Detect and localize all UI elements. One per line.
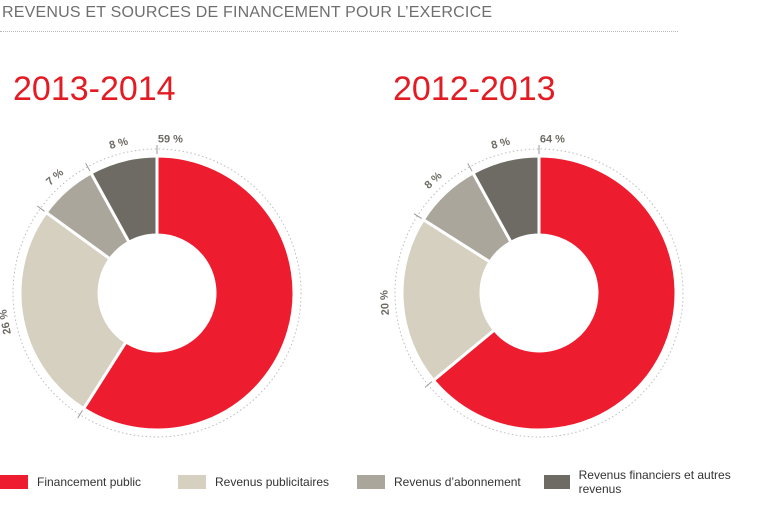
data-label: 8 %: [108, 136, 130, 152]
legend-item-financement-public: Financement public: [0, 471, 141, 493]
legend-label: Financement public: [37, 475, 142, 489]
title-divider: [0, 31, 678, 32]
page-title: REVENUS ET SOURCES DE FINANCEMENT POUR L…: [2, 4, 493, 21]
chart-title-2012-2013: 2012-2013: [393, 70, 556, 108]
data-label: 59 %: [158, 133, 183, 145]
slice-divider-tick: [413, 213, 422, 219]
outer-guide-ring: [394, 148, 684, 438]
donut-slice-financement-public: [81, 154, 296, 432]
data-label: 8 %: [490, 136, 512, 152]
legend-item-revenus-publicitaires: Revenus publicitaires: [178, 471, 329, 493]
chart-title-2013-2014: 2013-2014: [13, 70, 176, 108]
legend-item-revenus-financiers: Revenus financiers et autres revenus: [544, 468, 760, 496]
legend-label: Revenus publicitaires: [215, 475, 330, 489]
legend-item-revenus-abonnement: Revenus d’abonnement: [357, 471, 521, 493]
legend-label: Revenus d’abonnement: [394, 475, 521, 489]
data-label: 26 %: [0, 308, 14, 335]
legend-swatch: [357, 475, 385, 489]
slice-divider-tick: [424, 381, 433, 388]
donut-slice-revenus-publicitaires: [18, 210, 128, 411]
outer-guide-ring: [12, 148, 302, 438]
legend-swatch: [178, 475, 206, 489]
donut-slice-revenus-financiers-et-autres-revenus: [88, 154, 159, 245]
legend-swatch: [0, 475, 28, 489]
slice-divider-tick: [36, 205, 45, 212]
data-label: 8 %: [422, 170, 444, 192]
slice-divider-tick: [77, 410, 83, 419]
data-label: 20 %: [378, 290, 392, 316]
data-label: 7 %: [44, 167, 66, 189]
donut-slice-revenus-financiers-et-autres-revenus: [470, 154, 541, 245]
legend-label: Revenus financiers et autres revenus: [578, 468, 731, 496]
donut-slice-revenus-publicitaires: [400, 217, 497, 383]
legend-swatch: [544, 475, 570, 489]
data-label: 64 %: [540, 133, 565, 145]
legend: Financement public Revenus publicitaires…: [0, 468, 760, 496]
donut-slice-financement-public: [431, 154, 678, 432]
slice-divider-tick: [467, 163, 473, 172]
slice-divider-tick: [85, 163, 91, 172]
